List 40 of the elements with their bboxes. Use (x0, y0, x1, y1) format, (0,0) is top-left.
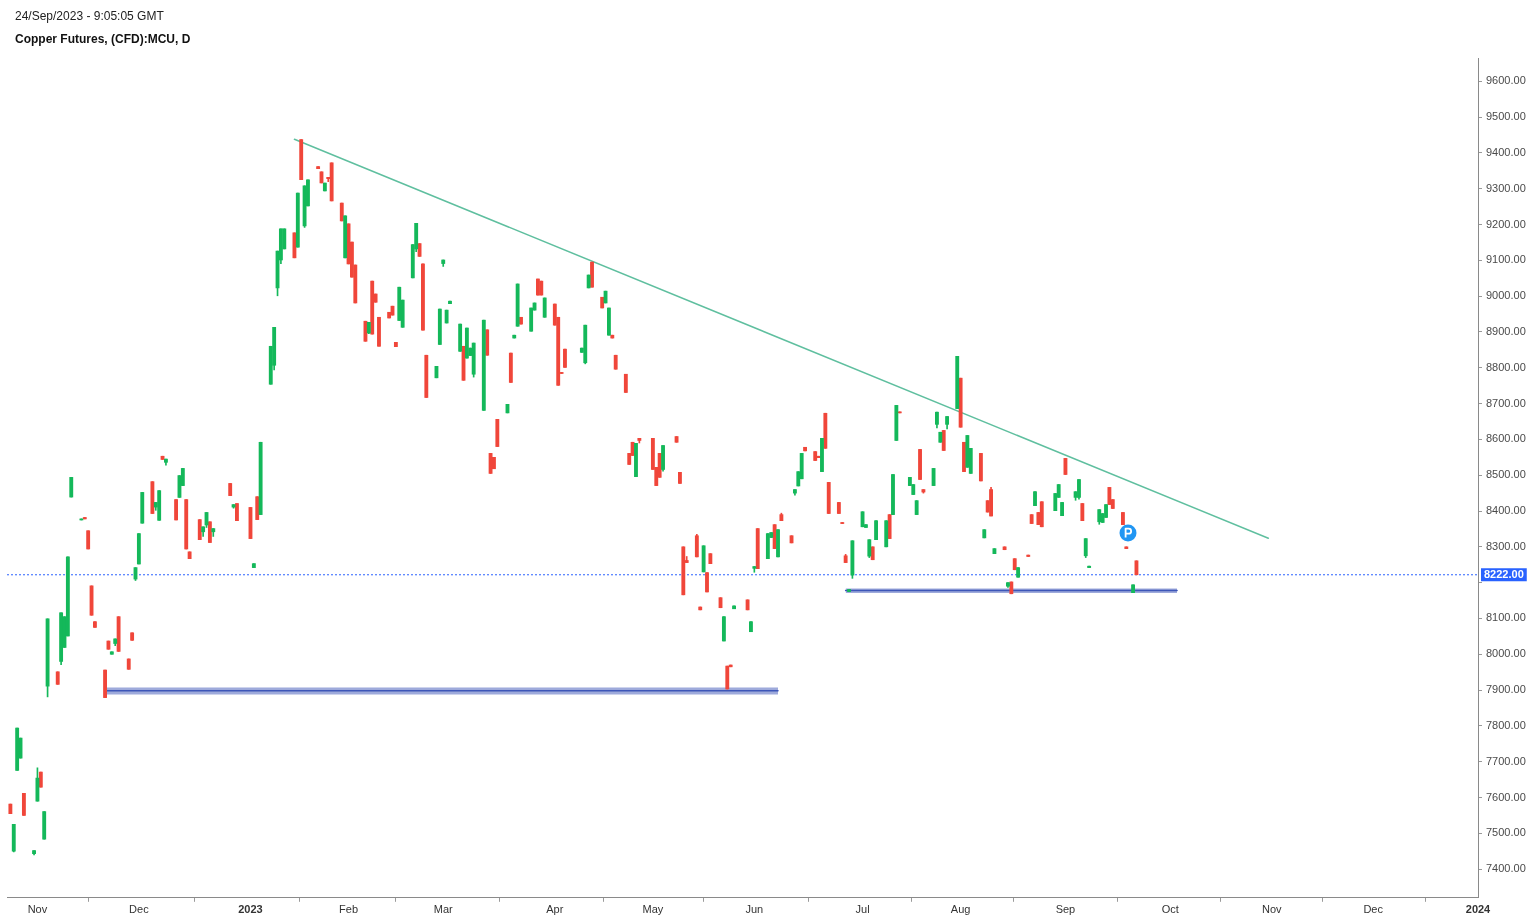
ref-line-label: 8222.00 (1484, 568, 1524, 581)
x-tick-label: Dec (129, 903, 150, 916)
y-tick-label: 8800.00 (1486, 360, 1526, 373)
x-tick-label: Oct (1161, 903, 1179, 916)
y-tick-label: 8600.00 (1486, 432, 1526, 445)
x-tick-label: Nov (27, 903, 48, 916)
x-tick-label: Jul (855, 903, 870, 916)
y-tick-label: 7500.00 (1486, 826, 1526, 839)
x-tick-label: Aug (950, 903, 971, 916)
x-tick-label: Feb (339, 903, 359, 916)
y-tick-label: 8700.00 (1486, 396, 1526, 409)
text: 24/Sep/2023 - 9:05:05 GMT (15, 9, 165, 25)
y-tick-label: 8900.00 (1486, 325, 1526, 337)
x-tick-label: 2023 (238, 903, 263, 916)
x-tick-label: Mar (433, 903, 454, 916)
y-tick-label: 8000.00 (1486, 647, 1526, 660)
y-tick-label: 9400.00 (1486, 145, 1526, 158)
y-tick-label: 9100.00 (1486, 253, 1526, 266)
y-tick-label: 7600.00 (1486, 790, 1526, 803)
chart-title: Copper Futures, (CFD):MCU, D (15, 32, 191, 47)
x-tick-label: May (642, 903, 664, 916)
y-tick-label: 8100.00 (1486, 611, 1526, 624)
x-tick-label: Sep (1055, 903, 1076, 916)
y-tick-label: 9500.00 (1486, 110, 1526, 123)
y-tick-label: 7800.00 (1486, 718, 1526, 731)
x-tick-label: Dec (1363, 903, 1384, 916)
y-tick-label: 9300.00 (1486, 181, 1526, 194)
y-tick-label: 9600.00 (1486, 74, 1526, 87)
x-tick-label: Jun (745, 903, 764, 916)
y-tick-label: 7900.00 (1486, 683, 1526, 696)
y-tick-label: 9200.00 (1486, 217, 1526, 230)
y-tick-label: 9000.00 (1486, 289, 1526, 302)
x-tick-label: Apr (546, 903, 564, 916)
y-tick-label: 7700.00 (1486, 754, 1526, 767)
y-tick-label: 8300.00 (1486, 539, 1526, 552)
x-tick-label: Nov (1261, 903, 1282, 916)
x-tick-label: 2024 (1465, 903, 1492, 916)
y-tick-label: 8500.00 (1486, 468, 1526, 481)
y-tick-label: 8400.00 (1486, 504, 1526, 517)
y-tick-label: 7400.00 (1486, 862, 1526, 875)
